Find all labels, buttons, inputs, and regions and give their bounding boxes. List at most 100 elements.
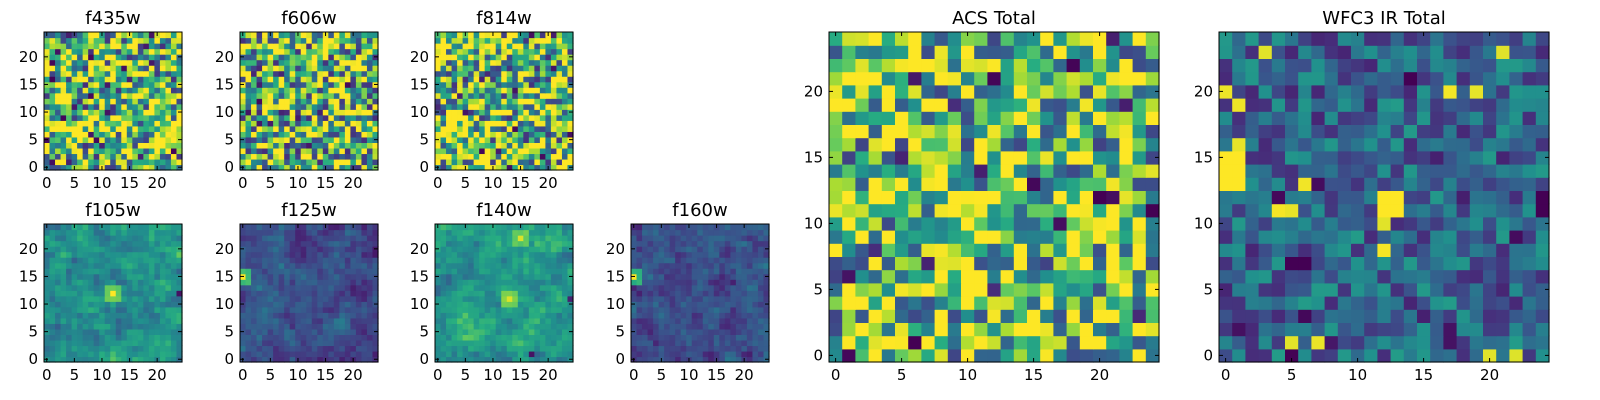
heatmap-cell bbox=[468, 268, 475, 275]
heatmap-cell bbox=[350, 158, 357, 166]
heatmap-cell bbox=[1119, 296, 1134, 310]
heatmap-cell bbox=[115, 317, 122, 324]
heatmap-cell bbox=[468, 147, 475, 155]
heatmap-cell bbox=[165, 120, 172, 127]
heatmap-cell bbox=[333, 345, 340, 352]
heatmap-cell bbox=[495, 273, 502, 280]
heatmap-cell bbox=[534, 131, 541, 138]
heatmap-cell bbox=[501, 37, 508, 44]
heatmap-cell bbox=[355, 114, 363, 121]
heatmap-cell bbox=[366, 334, 374, 341]
heatmap-cell bbox=[757, 295, 765, 302]
heatmap-cell bbox=[550, 114, 558, 121]
heatmap-cell bbox=[176, 339, 183, 347]
heatmap-cell bbox=[104, 306, 111, 313]
heatmap-cell bbox=[1000, 348, 1015, 363]
heatmap-cell bbox=[295, 312, 302, 319]
heatmap-cell bbox=[49, 268, 56, 275]
heatmap-cells bbox=[631, 224, 770, 363]
heatmap-cell bbox=[273, 92, 280, 99]
heatmap-cell bbox=[1027, 243, 1041, 257]
heatmap-cell bbox=[154, 48, 161, 55]
heatmap-cell bbox=[306, 240, 313, 247]
heatmap-cell bbox=[110, 246, 117, 253]
heatmap-cell bbox=[126, 279, 133, 286]
heatmap-cell bbox=[457, 334, 464, 341]
heatmap-cell bbox=[284, 158, 291, 166]
heatmap-cell bbox=[556, 301, 563, 308]
heatmap-cell bbox=[240, 306, 247, 313]
heatmap-cell bbox=[506, 59, 513, 66]
heatmap-cell bbox=[355, 109, 363, 116]
heatmap-cell bbox=[339, 103, 346, 110]
heatmap-cell bbox=[664, 251, 671, 258]
heatmap-cell bbox=[567, 295, 574, 302]
y-tick-label: 15 bbox=[215, 267, 234, 285]
heatmap-cell bbox=[71, 136, 78, 143]
heatmap-cell bbox=[484, 224, 491, 231]
heatmap-cell bbox=[251, 114, 258, 121]
heatmap-cell bbox=[561, 54, 569, 61]
heatmap-cell bbox=[88, 37, 95, 44]
heatmap-cell bbox=[289, 257, 296, 264]
heatmap-cell bbox=[55, 268, 62, 275]
heatmap-cell bbox=[550, 345, 558, 352]
heatmap-cell bbox=[361, 328, 368, 335]
heatmap-cell bbox=[1079, 309, 1094, 323]
heatmap-cell bbox=[719, 328, 726, 335]
heatmap-cell bbox=[523, 114, 530, 121]
heatmap-cell bbox=[366, 81, 374, 88]
heatmap-cell bbox=[664, 246, 671, 253]
heatmap-cell bbox=[328, 317, 335, 324]
heatmap-cell bbox=[262, 98, 269, 105]
heatmap-cell bbox=[126, 142, 133, 149]
heatmap-cell bbox=[322, 153, 329, 160]
heatmap-cell bbox=[686, 235, 693, 242]
heatmap-cell bbox=[1040, 230, 1054, 244]
heatmap-cell bbox=[170, 235, 178, 242]
heatmap-cell bbox=[339, 284, 346, 291]
heatmap-cell bbox=[93, 48, 100, 55]
heatmap-cell bbox=[344, 328, 351, 335]
heatmap-cell bbox=[256, 257, 263, 264]
heatmap-cell bbox=[49, 356, 56, 363]
heatmap-cell bbox=[523, 81, 530, 88]
heatmap-cell bbox=[550, 290, 558, 297]
heatmap-cell bbox=[262, 295, 269, 302]
heatmap-cell bbox=[126, 284, 133, 291]
heatmap-cell bbox=[561, 164, 569, 171]
heatmap-cell bbox=[534, 240, 541, 247]
heatmap-cell bbox=[82, 76, 89, 83]
heatmap-cell bbox=[473, 81, 480, 88]
heatmap-cell bbox=[730, 345, 737, 352]
heatmap-cell bbox=[77, 114, 84, 121]
heatmap-cell bbox=[344, 317, 351, 324]
heatmap-cell bbox=[154, 136, 161, 143]
heatmap-cell bbox=[561, 43, 569, 50]
heatmap-cell bbox=[300, 295, 307, 302]
heatmap-cell bbox=[366, 54, 374, 61]
heatmap-cell bbox=[1119, 269, 1134, 284]
heatmap-cell bbox=[1079, 164, 1094, 178]
heatmap-cell bbox=[159, 356, 167, 363]
heatmap-cell bbox=[170, 257, 178, 264]
heatmap-cell bbox=[987, 282, 1002, 297]
heatmap-cell bbox=[724, 345, 731, 352]
heatmap-cell bbox=[440, 48, 447, 55]
heatmap-cell bbox=[735, 323, 742, 330]
heatmap-cell bbox=[350, 306, 357, 313]
heatmap-cell bbox=[556, 65, 563, 72]
heatmap-cell bbox=[1079, 256, 1094, 271]
heatmap-cell bbox=[647, 224, 654, 231]
heatmap-cell bbox=[512, 136, 519, 143]
heatmap-cell bbox=[99, 103, 106, 110]
heatmap-cell bbox=[567, 131, 574, 138]
heatmap-cell bbox=[506, 54, 513, 61]
heatmap-cell bbox=[295, 334, 302, 341]
heatmap-cell bbox=[697, 290, 704, 297]
heatmap-cell bbox=[77, 235, 84, 242]
heatmap-cell bbox=[534, 257, 541, 264]
heatmap-cell bbox=[344, 65, 351, 72]
heatmap-cell bbox=[251, 350, 258, 358]
heatmap-cell bbox=[719, 284, 726, 291]
